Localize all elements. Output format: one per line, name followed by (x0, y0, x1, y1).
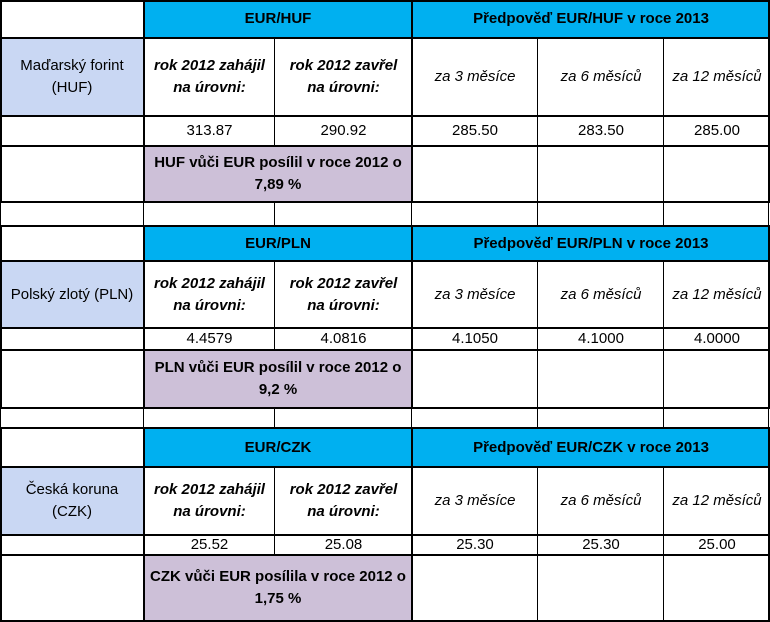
forecast-value: 25.30 (456, 536, 494, 553)
grid-line (0, 408, 1, 428)
grid-line (0, 534, 770, 536)
grid-line (768, 408, 769, 428)
horizon-label: za 3 měsíce (434, 492, 516, 509)
grid-line (143, 428, 145, 621)
close-value: 4.0816 (320, 330, 367, 347)
strength-note: HUF vůči EUR posílil v roce 2012 o 7,89 … (144, 146, 412, 202)
grid-line (0, 0, 770, 2)
grid-line (274, 467, 275, 555)
grid-line (663, 350, 664, 408)
grid-line (537, 467, 538, 555)
grid-line (411, 428, 413, 621)
grid-line (411, 226, 413, 408)
grid-line (768, 0, 770, 202)
grid-line (0, 349, 770, 351)
grid-line (0, 428, 2, 621)
grid-line (411, 202, 412, 226)
grid-line (0, 145, 770, 147)
grid-line (537, 38, 538, 146)
strength-note: CZK vůči EUR posílila v roce 2012 o 1,75… (144, 555, 412, 621)
open-value: 25.52 (190, 536, 229, 553)
forecast-header: Předpověď EUR/HUF v roce 2013 (412, 0, 770, 38)
grid-line (0, 37, 770, 39)
close-label: rok 2012 zavřel na úrovni: (289, 57, 398, 96)
grid-line (663, 202, 664, 226)
grid-line (411, 408, 412, 428)
grid-line (663, 261, 664, 350)
grid-line (143, 408, 144, 428)
currency-name: Maďarský forint (HUF) (0, 38, 144, 116)
grid-line (0, 466, 770, 468)
forecast-value: 25.30 (582, 536, 620, 553)
horizon-label: za 3 měsíce (434, 285, 516, 303)
grid-line (768, 202, 769, 226)
forecast-value: 285.50 (452, 122, 498, 139)
grid-line (537, 350, 538, 408)
grid-line (143, 0, 145, 202)
close-label: rok 2012 zavřel na úrovni: (289, 481, 398, 520)
open-label: rok 2012 zahájil na úrovni: (154, 274, 265, 314)
grid-line (663, 38, 664, 146)
strength-note: PLN vůči EUR posílil v roce 2012 o 9,2 % (144, 350, 412, 408)
grid-line (411, 0, 413, 202)
pair-header: EUR/CZK (144, 428, 412, 467)
grid-line (0, 427, 770, 429)
grid-line (537, 146, 538, 202)
grid-line (663, 146, 664, 202)
grid-line (0, 0, 2, 202)
currency-name: Polský zlotý (PLN) (0, 261, 144, 328)
grid-line (0, 202, 1, 226)
grid-line (0, 225, 770, 227)
pair-header: EUR/PLN (144, 226, 412, 261)
forecast-value: 25.00 (698, 536, 736, 553)
open-value: 313.87 (186, 122, 233, 139)
grid-line (143, 202, 144, 226)
grid-line (537, 261, 538, 350)
grid-line (537, 408, 538, 428)
grid-line (663, 555, 664, 621)
grid-line (0, 226, 2, 408)
grid-line (537, 555, 538, 621)
grid-line (768, 428, 770, 621)
close-value: 290.92 (320, 122, 367, 139)
forecast-value: 4.1050 (452, 330, 498, 347)
pair-header: EUR/HUF (144, 0, 412, 38)
horizon-label: za 12 měsíců (672, 285, 762, 303)
grid-line (663, 408, 664, 428)
grid-line (274, 38, 275, 146)
grid-line (0, 327, 770, 329)
grid-line (537, 202, 538, 226)
open-label: rok 2012 zahájil na úrovni: (154, 57, 265, 96)
forecast-value: 4.1000 (578, 330, 624, 347)
currency-name: Česká koruna (CZK) (0, 467, 144, 535)
horizon-label: za 3 měsíce (434, 68, 516, 85)
close-label: rok 2012 zavřel na úrovni: (289, 274, 398, 314)
grid-line (0, 115, 770, 117)
horizon-label: za 6 měsíců (560, 68, 642, 85)
grid-line (274, 408, 275, 428)
forecast-value: 285.00 (694, 122, 740, 139)
grid-line (0, 407, 770, 409)
open-label: rok 2012 zahájil na úrovni: (154, 481, 265, 520)
horizon-label: za 12 měsíců (672, 68, 762, 85)
grid-line (663, 467, 664, 555)
grid-line (143, 226, 145, 408)
close-value: 25.08 (324, 536, 363, 553)
grid-line (274, 261, 275, 350)
grid-line (0, 201, 770, 203)
horizon-label: za 12 měsíců (672, 492, 762, 509)
grid-line (0, 260, 770, 262)
horizon-label: za 6 měsíců (560, 285, 642, 303)
grid-line (768, 226, 770, 408)
forecast-header: Předpověď EUR/PLN v roce 2013 (412, 226, 770, 261)
forecast-value: 283.50 (578, 122, 624, 139)
forecast-value: 4.0000 (694, 330, 740, 347)
grid-line (274, 202, 275, 226)
horizon-label: za 6 měsíců (560, 492, 642, 509)
grid-line (0, 554, 770, 556)
open-value: 4.4579 (186, 330, 233, 347)
forecast-header: Předpověď EUR/CZK v roce 2013 (412, 428, 770, 467)
